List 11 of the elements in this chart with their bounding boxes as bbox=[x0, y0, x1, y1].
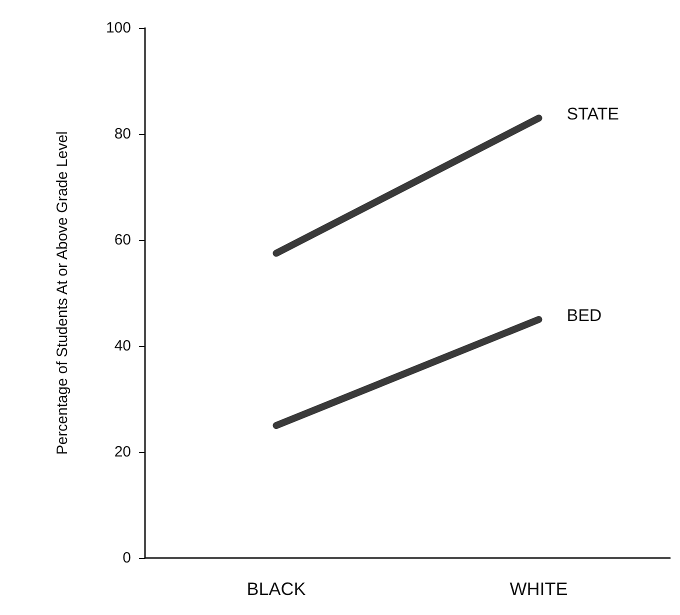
y-tick-label: 40 bbox=[114, 338, 131, 354]
y-tick-label: 100 bbox=[106, 20, 131, 36]
series-label: STATE bbox=[566, 104, 620, 124]
y-axis-title: Percentage of Students At or Above Grade Level bbox=[54, 131, 71, 455]
y-tick-label: 20 bbox=[114, 444, 131, 460]
series-label: BED bbox=[566, 306, 602, 325]
x-tick-label: WHITE bbox=[510, 579, 568, 599]
x-tick-label: BLACK bbox=[246, 579, 306, 599]
y-tick-label: 80 bbox=[114, 126, 131, 142]
y-tick-label: 60 bbox=[114, 232, 131, 248]
y-tick-label: 0 bbox=[122, 550, 131, 566]
